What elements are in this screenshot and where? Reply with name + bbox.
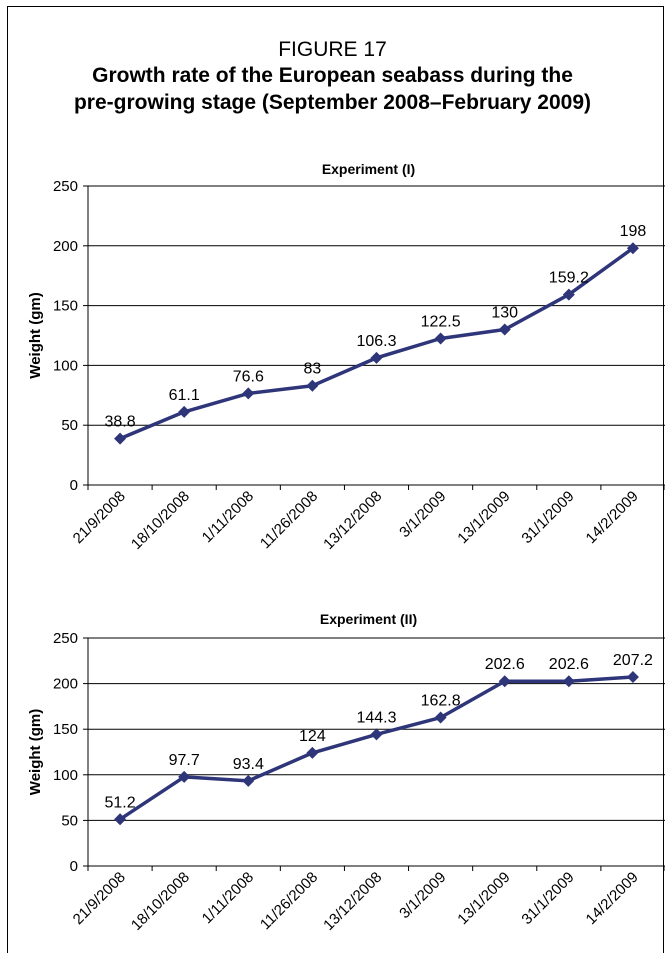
y-axis-label: Weight (gm) bbox=[27, 292, 44, 378]
figure-title: Growth rate of the European seabass duri… bbox=[0, 62, 665, 116]
data-point bbox=[498, 675, 511, 688]
data-point bbox=[434, 711, 447, 724]
data-label: 106.3 bbox=[356, 333, 396, 350]
series-line bbox=[119, 675, 634, 821]
data-point bbox=[434, 332, 447, 345]
data-point bbox=[306, 379, 319, 392]
data-label: 83 bbox=[303, 361, 321, 378]
data-point bbox=[306, 746, 319, 759]
data-label: 202.6 bbox=[485, 656, 525, 673]
data-point bbox=[498, 323, 511, 336]
y-tick-label: 50 bbox=[61, 417, 78, 434]
data-point bbox=[178, 405, 191, 418]
x-tick-label: 31/1/2009 bbox=[518, 488, 577, 547]
figure-title-line-2: pre-growing stage (September 2008–Februa… bbox=[73, 91, 592, 114]
x-tick-label: 14/2/2009 bbox=[583, 488, 642, 547]
y-tick-label: 100 bbox=[53, 767, 78, 784]
chart-2: 0 50 100 150 200 250 21/9/2008 18/10/2008 1/11/2… bbox=[27, 611, 665, 934]
x-tick-label: 1/11/2008 bbox=[199, 488, 257, 546]
data-point bbox=[114, 813, 127, 826]
data-point bbox=[242, 774, 255, 787]
y-axis-label: Weight (gm) bbox=[27, 709, 44, 795]
data-label: 207.2 bbox=[613, 652, 653, 669]
data-label: 122.5 bbox=[421, 313, 461, 330]
figure-label: FIGURE 17 bbox=[278, 38, 387, 61]
x-tick-label: 13/1/2009 bbox=[454, 488, 513, 547]
y-tick-label: 50 bbox=[61, 812, 78, 829]
data-label: 202.6 bbox=[549, 656, 589, 673]
data-point bbox=[562, 675, 575, 688]
data-label: 198 bbox=[620, 223, 647, 240]
data-label: 38.8 bbox=[104, 414, 135, 431]
data-point bbox=[626, 671, 639, 684]
data-label: 124 bbox=[299, 728, 326, 745]
data-label: 51.2 bbox=[104, 794, 135, 811]
x-tick-label: 21/9/2008 bbox=[70, 869, 129, 928]
data-label: 97.7 bbox=[169, 752, 200, 769]
y-tick-label: 200 bbox=[53, 238, 78, 255]
y-tick-label: 150 bbox=[53, 298, 78, 315]
y-tick-label: 250 bbox=[53, 178, 78, 195]
x-tick-label: 3/1/2009 bbox=[396, 869, 449, 922]
data-point bbox=[370, 728, 383, 741]
x-tick-label: 13/1/2009 bbox=[454, 869, 513, 928]
y-tick-label: 200 bbox=[53, 676, 78, 693]
data-point bbox=[114, 432, 127, 445]
y-tick-label: 0 bbox=[70, 477, 78, 494]
x-tick-label: 11/26/2008 bbox=[257, 488, 321, 552]
data-point bbox=[178, 770, 191, 783]
figure-frame bbox=[7, 6, 664, 953]
data-label: 61.1 bbox=[169, 387, 200, 404]
x-tick-label: 18/10/2008 bbox=[128, 869, 193, 934]
figure-title-line-1: Growth rate of the European seabass duri… bbox=[92, 64, 573, 87]
x-tick-label: 13/12/2008 bbox=[320, 869, 385, 934]
data-label: 144.3 bbox=[356, 709, 396, 726]
data-point bbox=[242, 387, 255, 400]
data-point bbox=[626, 242, 639, 255]
y-tick-label: 0 bbox=[70, 858, 78, 875]
data-label: 159.2 bbox=[549, 270, 589, 287]
x-tick-label: 3/1/2009 bbox=[396, 488, 449, 541]
x-tick-label: 21/9/2008 bbox=[70, 488, 129, 547]
data-point bbox=[370, 351, 383, 364]
x-tick-label: 11/26/2008 bbox=[257, 869, 321, 933]
y-tick-label: 100 bbox=[53, 357, 78, 374]
chart-title: Experiment (II) bbox=[320, 611, 417, 627]
y-tick-label: 150 bbox=[53, 721, 78, 738]
data-label: 93.4 bbox=[233, 756, 264, 773]
x-tick-label: 18/10/2008 bbox=[128, 488, 193, 553]
chart-title: Experiment (I) bbox=[322, 161, 415, 177]
chart-1: 0 50 100 150 200 250 21/9/2008 18/10/2008 1/11/2… bbox=[27, 161, 665, 553]
y-tick-label: 250 bbox=[53, 630, 78, 647]
x-tick-label: 31/1/2009 bbox=[518, 869, 577, 928]
data-label: 76.6 bbox=[233, 368, 264, 385]
x-tick-label: 14/2/2009 bbox=[583, 869, 642, 928]
data-label: 162.8 bbox=[421, 693, 461, 710]
data-label: 130 bbox=[491, 305, 518, 322]
data-point bbox=[562, 288, 575, 301]
x-tick-label: 13/12/2008 bbox=[320, 488, 385, 553]
x-tick-label: 1/11/2008 bbox=[199, 869, 257, 927]
